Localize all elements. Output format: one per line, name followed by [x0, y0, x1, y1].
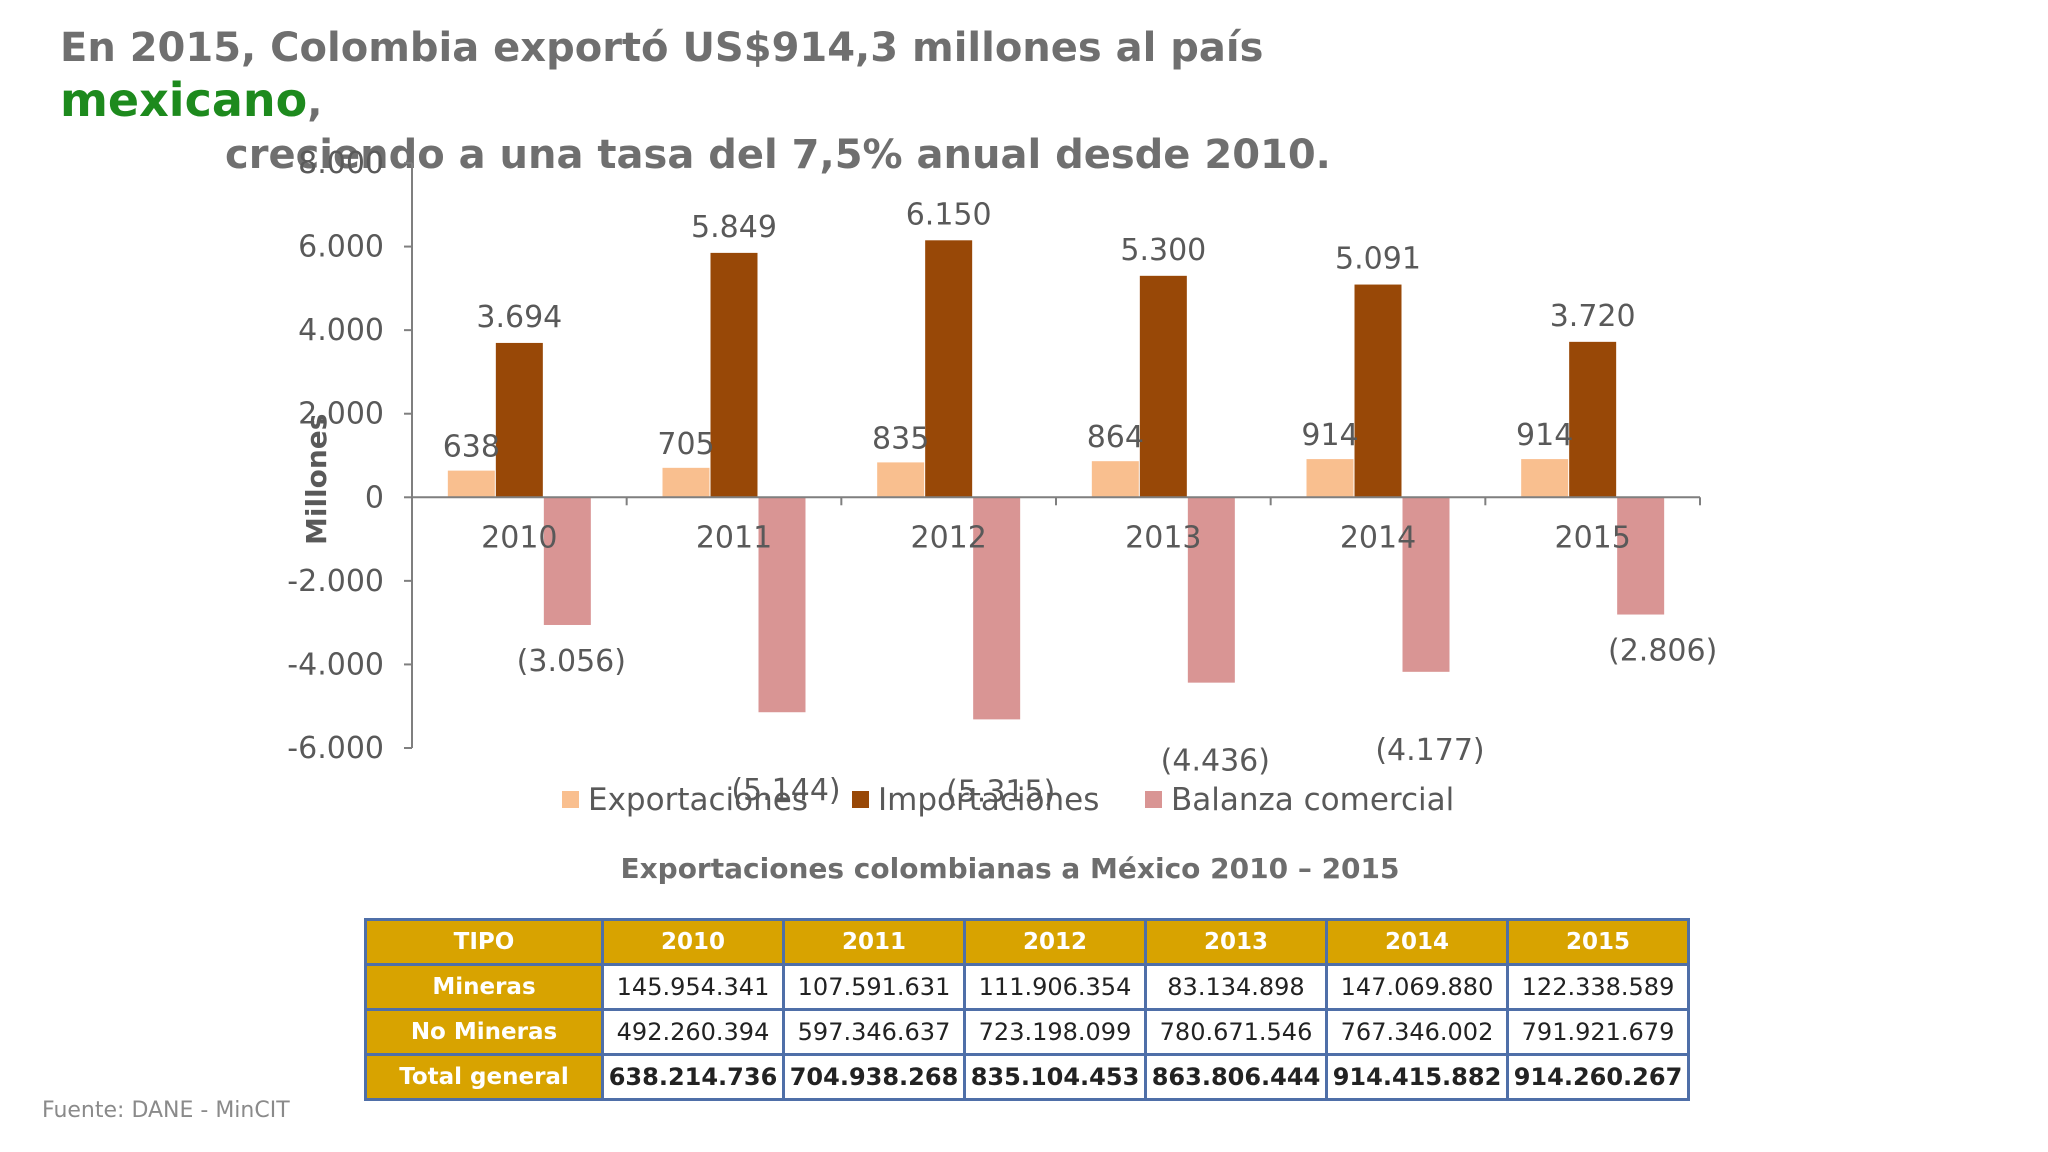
x-tick-label: 2015	[1554, 520, 1630, 555]
legend-label-balanza: Balanza comercial	[1171, 782, 1454, 818]
bar-importaciones	[1139, 275, 1187, 498]
x-tick-label: 2014	[1340, 520, 1416, 555]
header-cell: 2012	[963, 918, 1147, 966]
bar-balanza	[758, 497, 806, 713]
table-cell: 914.415.882	[1325, 1053, 1509, 1101]
table-cell: 147.069.880	[1325, 963, 1509, 1011]
bar-importaciones	[710, 252, 758, 498]
data-label-exportaciones: 864	[1087, 420, 1144, 455]
table-cell: 597.346.637	[782, 1008, 966, 1056]
exports-table: TIPO 2010 2011 2012 2013 2014 2015 Miner…	[364, 918, 1690, 1101]
table-cell: 914.260.267	[1506, 1053, 1690, 1101]
data-label-importaciones: 3.720	[1550, 299, 1636, 334]
data-label-importaciones: 5.091	[1335, 242, 1421, 277]
table-row-total: Total general 638.214.736 704.938.268 83…	[364, 1053, 1690, 1101]
header-cell: 2011	[782, 918, 966, 966]
row-label: Total general	[364, 1053, 604, 1101]
table-cell: 638.214.736	[601, 1053, 785, 1101]
table-cell: 704.938.268	[782, 1053, 966, 1101]
legend-swatch-exportaciones	[562, 791, 579, 808]
bar-balanza	[543, 497, 591, 625]
table-cell: 780.671.546	[1144, 1008, 1328, 1056]
bar-exportaciones	[1521, 459, 1569, 498]
bar-exportaciones	[1091, 461, 1139, 498]
data-label-balanza: (2.806)	[1608, 634, 1717, 669]
y-tick-label: -4.000	[287, 647, 384, 682]
headline-part2: ,	[307, 80, 323, 126]
bar-exportaciones	[447, 470, 495, 498]
headline: En 2015, Colombia exportó US$914,3 millo…	[60, 22, 1520, 181]
header-cell: 2013	[1144, 918, 1328, 966]
y-tick-label: -6.000	[287, 731, 384, 766]
data-label-exportaciones: 914	[1516, 418, 1573, 453]
headline-highlight: mexicano	[60, 73, 308, 127]
legend-swatch-importaciones	[852, 791, 869, 808]
table-cell: 111.906.354	[963, 963, 1147, 1011]
y-tick-label: 6.000	[298, 230, 384, 265]
bar-importaciones	[1354, 284, 1402, 498]
x-tick-label: 2012	[910, 520, 986, 555]
y-tick-label: 4.000	[298, 313, 384, 348]
legend-label-exportaciones: Exportaciones	[588, 782, 808, 818]
data-label-balanza: (4.177)	[1375, 733, 1484, 768]
headline-part1: En 2015, Colombia exportó US$914,3 millo…	[60, 25, 1264, 71]
table-cell: 83.134.898	[1144, 963, 1328, 1011]
data-label-importaciones: 6.150	[906, 197, 992, 232]
header-cell: 2014	[1325, 918, 1509, 966]
data-label-balanza: (3.056)	[517, 644, 626, 679]
data-label-importaciones: 5.849	[691, 210, 777, 245]
table-cell: 835.104.453	[963, 1053, 1147, 1101]
table-cell: 145.954.341	[601, 963, 785, 1011]
header-cell: 2010	[601, 918, 785, 966]
legend-label-importaciones: Importaciones	[878, 782, 1099, 818]
data-label-importaciones: 5.300	[1120, 233, 1206, 268]
data-label-exportaciones: 638	[443, 430, 500, 465]
data-label-importaciones: 3.694	[476, 300, 562, 335]
legend-swatch-balanza	[1145, 791, 1162, 808]
bar-importaciones	[1569, 341, 1617, 498]
table-row: No Mineras 492.260.394 597.346.637 723.1…	[364, 1008, 1690, 1056]
bar-importaciones	[925, 240, 973, 498]
bar-exportaciones	[662, 467, 710, 498]
x-tick-label: 2010	[481, 520, 557, 555]
table-cell: 791.921.679	[1506, 1008, 1690, 1056]
data-label-balanza: (4.436)	[1161, 744, 1270, 779]
data-label-exportaciones: 914	[1301, 418, 1358, 453]
table-cell: 723.198.099	[963, 1008, 1147, 1056]
table-row: Mineras 145.954.341 107.591.631 111.906.…	[364, 963, 1690, 1011]
source-note: Fuente: DANE - MinCIT	[42, 1098, 290, 1123]
table-cell: 767.346.002	[1325, 1008, 1509, 1056]
y-tick-label: 8.000	[298, 146, 384, 181]
row-label: Mineras	[364, 963, 604, 1011]
table-cell: 863.806.444	[1144, 1053, 1328, 1101]
bar-exportaciones	[877, 462, 925, 498]
headline-line2: creciendo a una tasa del 7,5% anual desd…	[225, 132, 1331, 178]
data-label-balanza: (5.144)	[731, 773, 840, 808]
bar-importaciones	[495, 342, 543, 498]
table-cell: 122.338.589	[1506, 963, 1690, 1011]
header-cell: TIPO	[364, 918, 604, 966]
bar-exportaciones	[1306, 459, 1354, 498]
y-tick-label: 0	[365, 480, 384, 515]
table-header-row: TIPO 2010 2011 2012 2013 2014 2015	[364, 918, 1690, 966]
bar-balanza	[1402, 497, 1450, 672]
x-tick-label: 2011	[696, 520, 772, 555]
bar-balanza	[1187, 497, 1235, 683]
y-axis-title: Millones	[300, 414, 333, 545]
table-cell: 107.591.631	[782, 963, 966, 1011]
data-label-exportaciones: 835	[872, 421, 929, 456]
y-tick-label: -2.000	[287, 564, 384, 599]
y-tick-label: 2.000	[298, 397, 384, 432]
data-label-balanza: (5.315)	[946, 774, 1055, 809]
x-tick-label: 2013	[1125, 520, 1201, 555]
bar-balanza	[973, 497, 1021, 720]
header-cell: 2015	[1506, 918, 1690, 966]
table-title: Exportaciones colombianas a México 2010 …	[620, 852, 1400, 885]
bar-balanza	[1617, 497, 1665, 615]
bar-chart: 8.000 6.000 4.000 2.000 0 -2.000 -4.000 -6.000 M…	[287, 146, 1717, 818]
row-label: No Mineras	[364, 1008, 604, 1056]
table-cell: 492.260.394	[601, 1008, 785, 1056]
data-label-exportaciones: 705	[657, 427, 714, 462]
